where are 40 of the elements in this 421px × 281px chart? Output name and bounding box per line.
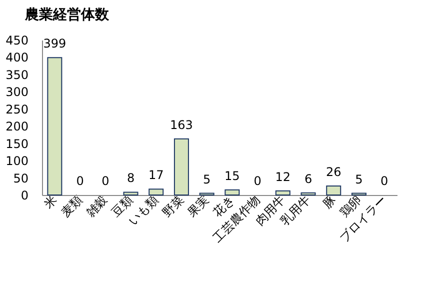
bar: [47, 57, 62, 196]
x-tick-label: 果実: [184, 192, 212, 220]
bar: [326, 186, 342, 196]
x-tick-label: 豆類: [108, 192, 136, 220]
bar: [148, 188, 164, 196]
data-label: 5: [355, 172, 363, 186]
data-label: 163: [170, 118, 193, 132]
y-tick-label: 100: [6, 154, 28, 168]
bar: [224, 189, 240, 196]
y-tick-label: 250: [6, 102, 28, 116]
chart-title: 農業経営体数: [24, 7, 110, 23]
y-tick-label: 50: [13, 171, 28, 186]
x-tick-label: 野菜: [160, 192, 186, 220]
x-tick-label: 米: [41, 192, 60, 211]
y-tick-label: 350: [6, 68, 28, 82]
y-tick-label: 150: [6, 136, 28, 151]
data-label: 399: [43, 36, 66, 51]
y-tick-label: 450: [6, 34, 28, 48]
data-label: 6: [304, 172, 312, 186]
bar: [174, 138, 189, 196]
data-label: 12: [275, 170, 291, 184]
data-label: 0: [380, 174, 388, 188]
data-label: 0: [76, 174, 84, 188]
bar: [275, 190, 290, 196]
data-label: 15: [224, 168, 240, 183]
y-tick-label: 400: [6, 50, 28, 65]
data-label: 8: [126, 171, 135, 186]
data-label: 17: [148, 168, 164, 182]
data-label: 0: [102, 174, 110, 188]
y-tick-label: 300: [6, 85, 28, 100]
data-label: 0: [254, 174, 262, 188]
y-tick-label: 0: [20, 188, 28, 202]
y-tick-label: 200: [6, 120, 28, 134]
bar: [123, 192, 138, 196]
data-label: 5: [203, 172, 211, 186]
x-tick-label: 雑穀: [83, 192, 110, 220]
x-tick-label: 麦類: [58, 192, 85, 220]
x-tick-label: 豚: [320, 192, 339, 211]
bar: [300, 192, 316, 196]
data-label: 26: [326, 165, 342, 180]
